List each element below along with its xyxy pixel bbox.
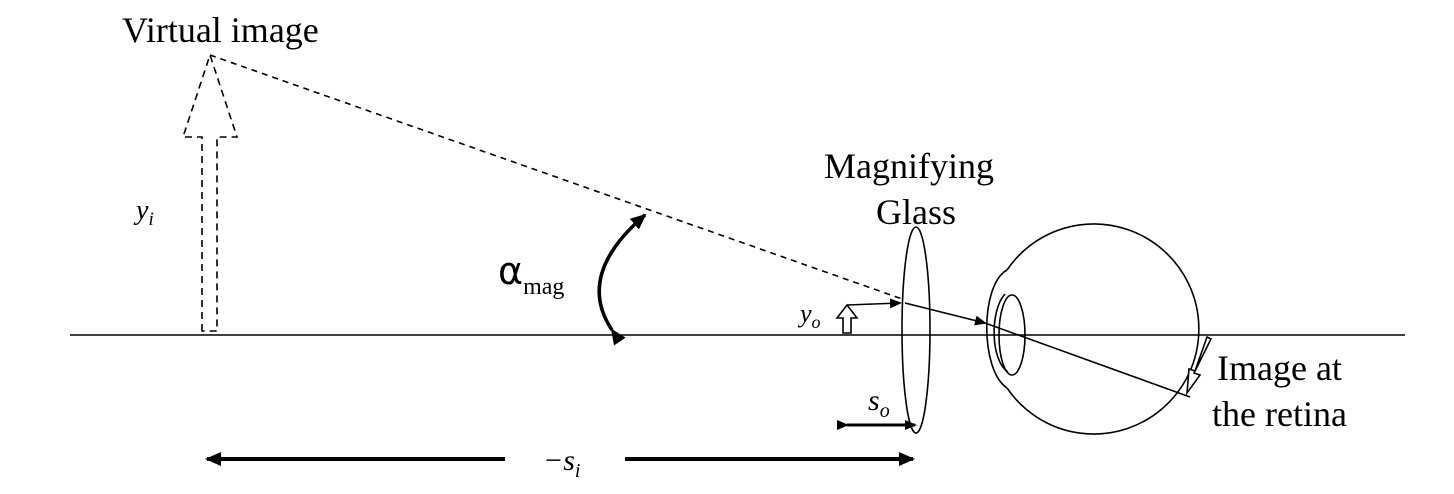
magnifying-label-2: Glass <box>876 192 956 232</box>
s-o-label: so <box>868 384 890 422</box>
alpha-mag-label: αmag <box>498 249 564 300</box>
image-retina-label-1: Image at <box>1217 348 1342 388</box>
y-o-label: yo <box>797 299 821 332</box>
alpha-mag-arc <box>597 213 647 346</box>
object-ray-2 <box>904 302 987 326</box>
y-i-label: yi <box>133 195 154 230</box>
magnifying-lens <box>901 226 931 434</box>
object-ray-1 <box>846 298 902 309</box>
object-arrow <box>835 303 859 334</box>
virtual-ray <box>209 54 906 301</box>
virtual-image-label: Virtual image <box>122 10 319 50</box>
minus-s-i-label: −si <box>543 444 580 482</box>
retina-image-arrow <box>1185 335 1213 396</box>
magnifying-label-1: Magnifying <box>824 146 994 186</box>
eye <box>986 223 1200 435</box>
eye-ray <box>984 322 1191 398</box>
image-retina-label-2: the retina <box>1212 394 1347 434</box>
virtual-image-arrow <box>181 52 239 332</box>
